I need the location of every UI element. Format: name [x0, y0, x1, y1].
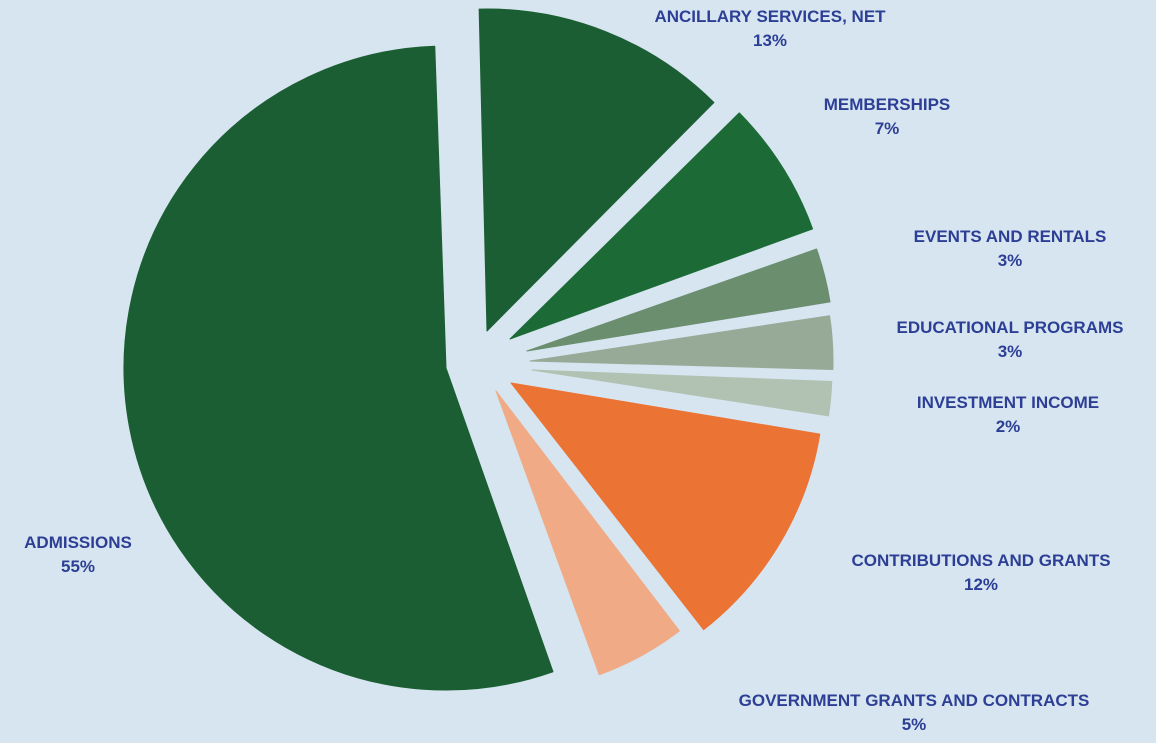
- slice-label: INVESTMENT INCOME: [917, 393, 1099, 412]
- slice-label: ANCILLARY SERVICES, NET: [654, 7, 886, 26]
- slice-label: GOVERNMENT GRANTS AND CONTRACTS: [739, 691, 1090, 710]
- slice-percent-label: 3%: [998, 251, 1023, 270]
- slice-label-group: EDUCATIONAL PROGRAMS 3%: [897, 318, 1124, 361]
- slice-label: CONTRIBUTIONS AND GRANTS: [851, 551, 1110, 570]
- slice-percent-label: 12%: [964, 575, 998, 594]
- slice-label-group: GOVERNMENT GRANTS AND CONTRACTS 5%: [739, 691, 1090, 734]
- slice-label: MEMBERSHIPS: [824, 95, 951, 114]
- slice-label: EVENTS AND RENTALS: [914, 227, 1107, 246]
- slice-percent-label: 3%: [998, 342, 1023, 361]
- pie-slice-events-and-rentals: [526, 248, 831, 352]
- slice-label-group: MEMBERSHIPS 7%: [824, 95, 951, 138]
- pie-slice-government-grants-and-contracts: [495, 390, 680, 676]
- slice-label-group: ANCILLARY SERVICES, NET 13%: [654, 7, 886, 50]
- slice-percent-label: 13%: [753, 31, 787, 50]
- pie-slice-ancillary-services-net: [478, 8, 715, 332]
- slice-label: EDUCATIONAL PROGRAMS: [897, 318, 1124, 337]
- pie-slice-educational-programs: [529, 315, 834, 370]
- pie-slice-memberships: [509, 112, 814, 340]
- slice-percent-label: 7%: [875, 119, 900, 138]
- slice-label-group: INVESTMENT INCOME 2%: [917, 393, 1099, 436]
- pie-slice-admissions: [123, 45, 554, 691]
- slice-percent-label: 2%: [996, 417, 1021, 436]
- pie-slice-investment-income: [531, 369, 833, 417]
- pie-slice-contributions-and-grants: [510, 382, 821, 631]
- slice-label-group: ADMISSIONS 55%: [24, 533, 132, 576]
- slice-label: ADMISSIONS: [24, 533, 132, 552]
- pie-labels: ADMISSIONS 55% ANCILLARY SERVICES, NET 13% M…: [24, 7, 1123, 734]
- pie-slices: [123, 8, 834, 691]
- slice-percent-label: 5%: [902, 715, 927, 734]
- slice-label-group: CONTRIBUTIONS AND GRANTS 12%: [851, 551, 1110, 594]
- slice-label-group: EVENTS AND RENTALS 3%: [914, 227, 1107, 270]
- slice-percent-label: 55%: [61, 557, 95, 576]
